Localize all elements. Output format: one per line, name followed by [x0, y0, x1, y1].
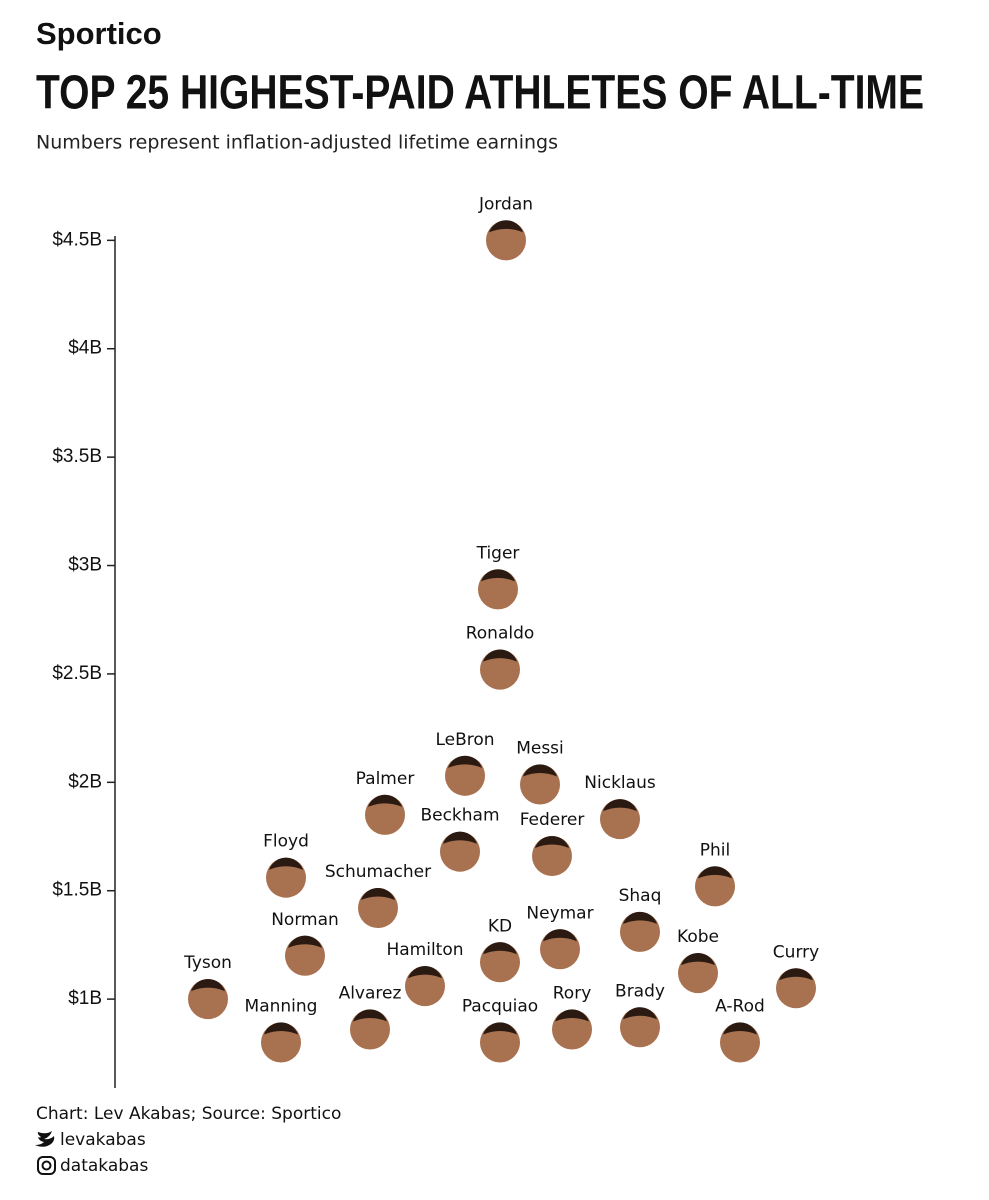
face-hair [288, 935, 322, 948]
athlete-face [480, 1022, 520, 1063]
face-hair [489, 220, 523, 233]
face-hair [483, 649, 517, 662]
face-hair [191, 979, 225, 992]
athlete-face [776, 968, 816, 1009]
athlete-face [188, 979, 228, 1020]
face-hair [603, 799, 637, 812]
face-hair [481, 569, 515, 582]
face-hair [269, 857, 303, 870]
face-hair [443, 831, 477, 844]
athlete-face [365, 794, 405, 835]
athlete-face [695, 866, 735, 907]
athlete-face [350, 1009, 390, 1050]
brand: Sportico [36, 16, 162, 51]
athlete-face [720, 1022, 760, 1063]
y-tick-label: $4B [68, 338, 102, 359]
athlete-name: Tyson [183, 953, 232, 973]
instagram-icon [41, 1160, 52, 1171]
face-hair [264, 1022, 298, 1035]
athlete-face [620, 911, 660, 952]
athlete-face [478, 569, 518, 610]
athlete-name: Curry [773, 942, 819, 962]
athlete-face [678, 953, 718, 994]
face-hair [523, 764, 557, 777]
face-hair [361, 887, 395, 901]
athlete-name: Beckham [420, 806, 499, 826]
athlete-name: Nicklaus [584, 773, 656, 793]
instagram-handle: datakabas [60, 1156, 148, 1176]
athlete-face [405, 966, 445, 1007]
athlete-face [261, 1022, 301, 1063]
athlete-name: Shaq [619, 886, 662, 906]
y-tick-label: $4.5B [52, 229, 102, 250]
athlete-face [358, 888, 398, 929]
athlete-face [440, 831, 480, 872]
athlete-name: Floyd [263, 832, 309, 852]
face-hair [483, 1022, 517, 1035]
face-hair [535, 835, 569, 849]
face-hair [408, 966, 442, 979]
face-hair [681, 953, 715, 966]
athlete-name: Ronaldo [466, 624, 535, 644]
face-hair [448, 755, 482, 768]
athlete-face [532, 836, 572, 877]
face-hair [353, 1009, 387, 1022]
twitter-icon [35, 1131, 55, 1147]
athlete-face [600, 799, 640, 840]
athlete-name: Hamilton [386, 940, 463, 960]
athlete-name: Kobe [677, 927, 719, 947]
face-hair [779, 968, 813, 981]
athlete-name: Jordan [478, 194, 533, 214]
athlete-name: Norman [271, 910, 339, 930]
face-hair [555, 1009, 589, 1022]
athlete-face [285, 935, 325, 976]
y-tick-label: $2.5B [52, 663, 102, 684]
athlete-name: Schumacher [325, 862, 431, 882]
face-hair [368, 794, 402, 807]
athlete-name: Neymar [526, 903, 593, 923]
y-tick-label: $2B [68, 771, 102, 792]
credit: Chart: Lev Akabas; Source: Sportico [36, 1104, 341, 1124]
athlete-face [540, 929, 580, 970]
athlete-face [480, 942, 520, 983]
athlete-face [480, 649, 520, 690]
athlete-face [520, 764, 560, 805]
athlete-name: Tiger [476, 543, 520, 563]
athlete-name: Rory [553, 983, 592, 1003]
athlete-face [620, 1007, 660, 1048]
y-tick-label: $1B [68, 988, 102, 1009]
athlete-face [445, 755, 485, 796]
instagram-icon [37, 1156, 56, 1175]
face-hair [723, 1022, 757, 1035]
face-hair [623, 1007, 657, 1020]
athlete-name: Palmer [356, 769, 415, 789]
athlete-name: Brady [615, 981, 665, 1001]
athlete-face [486, 220, 526, 261]
face-hair [698, 866, 732, 879]
athlete-name: Pacquiao [462, 996, 538, 1016]
athlete-name: A-Rod [715, 996, 765, 1016]
y-tick-label: $1.5B [52, 880, 102, 901]
athlete-name: KD [488, 916, 512, 936]
athlete-name: Phil [700, 840, 730, 860]
athlete-name: Messi [516, 738, 564, 758]
y-tick-label: $3B [68, 555, 102, 576]
chart-title: TOP 25 HIGHEST-PAID ATHLETES OF ALL-TIME [36, 67, 924, 120]
athlete-name: Manning [245, 996, 318, 1016]
face-hair [623, 911, 657, 924]
athlete-name: Alvarez [339, 983, 402, 1003]
y-tick-label: $3.5B [52, 446, 102, 467]
athlete-face [266, 857, 306, 898]
face-hair [543, 929, 577, 942]
athlete-face [552, 1009, 592, 1050]
athlete-name: Federer [520, 810, 585, 830]
athlete-name: LeBron [435, 730, 494, 750]
twitter-handle: levakabas [60, 1130, 146, 1150]
subtitle: Numbers represent inflation-adjusted lif… [36, 132, 558, 154]
face-hair [483, 942, 517, 955]
